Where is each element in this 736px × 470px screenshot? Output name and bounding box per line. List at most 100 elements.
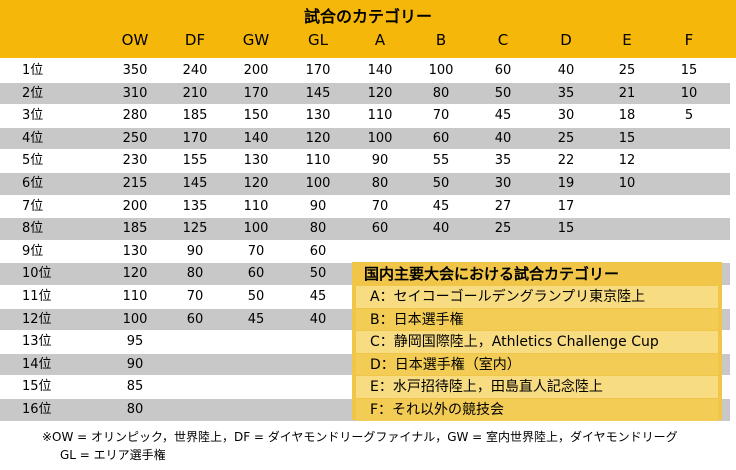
cell: 215 [122,176,148,191]
cell: 10 [680,85,698,101]
legend-row [356,399,718,421]
cell: 90 [371,153,389,169]
cell: 50 [309,266,327,282]
cell: 35 [557,85,575,101]
cell: 110 [305,153,331,169]
cell: 110 [122,289,148,304]
cell: 120 [367,85,393,101]
cell: 100 [367,130,393,146]
cell: 145 [305,85,331,101]
cell: 350 [122,63,148,78]
cell: 170 [243,85,269,101]
cell: 17 [557,198,575,214]
column-header: B [435,31,447,49]
column-header: C [497,31,509,49]
rank-label: 2位 [22,85,44,101]
cell: 60 [432,130,450,146]
cell: 40 [432,221,450,237]
cell: 30 [494,176,512,191]
column-header: A [374,31,386,49]
column-header: DF [184,31,206,49]
cell: 130 [243,153,269,169]
table-row [0,127,730,150]
cell: 100 [243,221,269,237]
legend-row [356,331,718,353]
cell: 80 [186,266,204,282]
rank-label: 8位 [22,221,44,237]
rank-label: 5位 [22,153,44,169]
cell: 170 [305,63,331,78]
cell: 18 [618,108,636,124]
cell: 45 [309,289,327,304]
legend-item: C：静岡国際陸上，Athletics Challenge Cup [370,334,659,351]
cell: 150 [243,108,269,124]
column-header: D [560,31,572,49]
cell: 60 [186,311,204,327]
cell: 200 [122,198,148,214]
column-header: GL [308,31,328,49]
rank-label: 11位 [22,289,52,304]
table-row [0,218,730,240]
cell: 12 [618,153,636,169]
cell: 15 [557,221,575,237]
cell: 27 [494,198,512,214]
cell: 80 [371,176,389,191]
table-row [0,240,730,263]
footnote: GL = エリア選手権 [60,448,166,462]
cell: 70 [247,243,265,259]
rank-label: 14位 [22,356,52,372]
cell: 140 [367,63,393,78]
table-row [0,150,730,172]
cell: 70 [432,108,450,124]
cell: 22 [557,153,575,169]
cell: 40 [494,130,512,146]
legend-item: E：水戸招待陸上，田島直人記念陸上 [370,379,603,396]
cell: 25 [557,130,575,146]
cell: 5 [684,108,694,124]
legend-item: D：日本選手権（室内） [370,356,521,373]
cell: 15 [618,130,636,146]
cell: 60 [247,266,265,282]
cell: 35 [494,153,512,169]
rank-label: 6位 [22,176,44,191]
cell: 120 [122,266,148,282]
cell: 25 [618,63,636,78]
legend-item: A：セイコーゴールデングランプリ東京陸上 [370,289,646,305]
legend-row [356,286,718,308]
cell: 90 [186,243,204,259]
cell: 280 [122,108,148,124]
cell: 100 [428,63,454,78]
legend-item: B：日本選手権 [370,311,464,328]
cell: 210 [182,85,208,101]
cell: 40 [309,311,327,327]
column-header: GW [242,31,270,49]
cell: 80 [432,85,450,101]
rank-label: 9位 [22,243,44,259]
cell: 240 [182,63,208,78]
cell: 100 [305,176,331,191]
cell: 130 [122,243,148,259]
rank-label: 3位 [22,108,44,124]
cell: 50 [432,176,450,191]
cell: 70 [186,289,204,304]
rank-label: 10位 [22,266,52,282]
header-band [0,0,736,58]
cell: 90 [309,198,327,214]
cell: 155 [182,153,208,169]
cell: 135 [182,198,208,214]
cell: 130 [305,108,331,124]
cell: 30 [557,108,575,124]
cell: 110 [243,198,269,214]
cell: 21 [618,85,636,101]
rank-label: 7位 [22,198,44,214]
cell: 200 [243,63,269,78]
cell: 100 [122,311,148,327]
cell: 80 [309,221,327,237]
cell: 185 [182,108,208,124]
cell: 170 [182,130,208,146]
cell: 145 [182,176,208,191]
table-row [0,105,730,127]
cell: 45 [494,108,512,124]
cell: 50 [247,289,265,304]
